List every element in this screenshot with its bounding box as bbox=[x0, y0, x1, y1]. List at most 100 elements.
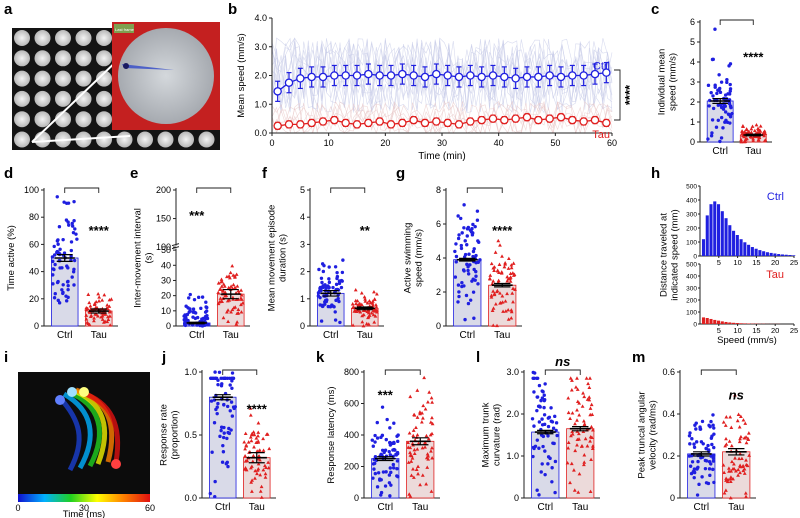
data-point bbox=[502, 264, 507, 269]
data-point bbox=[689, 471, 694, 476]
data-point bbox=[415, 388, 420, 392]
data-point bbox=[453, 249, 457, 254]
data-point bbox=[546, 434, 550, 438]
y-tick-label: 4 bbox=[690, 57, 695, 67]
data-point bbox=[243, 465, 248, 470]
well bbox=[96, 111, 112, 128]
x-tick-label: Ctrl bbox=[693, 502, 709, 513]
data-point bbox=[89, 313, 94, 317]
y-tick-label: 0.6 bbox=[662, 367, 675, 377]
data-point bbox=[239, 310, 244, 314]
data-point bbox=[317, 289, 322, 293]
data-point bbox=[750, 124, 755, 128]
y-tick-label: 0.0 bbox=[254, 128, 267, 138]
data-point bbox=[463, 239, 467, 243]
data-point bbox=[87, 322, 92, 326]
data-point bbox=[509, 308, 514, 312]
data-point bbox=[425, 452, 430, 456]
y-tick-label: 40 bbox=[161, 260, 171, 270]
data-point bbox=[537, 383, 542, 388]
data-point bbox=[503, 299, 508, 303]
data-point bbox=[375, 308, 379, 312]
data-point bbox=[243, 459, 248, 463]
y-tick-label: 4 bbox=[436, 253, 441, 263]
data-point bbox=[330, 115, 339, 125]
data-point bbox=[337, 279, 342, 283]
data-point bbox=[550, 466, 554, 470]
data-point bbox=[477, 72, 486, 82]
histogram-bar bbox=[754, 248, 758, 256]
data-point bbox=[463, 252, 468, 257]
data-point bbox=[334, 282, 339, 287]
data-point bbox=[570, 378, 574, 382]
data-point bbox=[746, 437, 751, 442]
data-point bbox=[432, 117, 441, 126]
y-tick-label: 2 bbox=[690, 97, 695, 107]
data-point bbox=[231, 282, 236, 287]
data-point bbox=[738, 414, 743, 418]
data-point bbox=[537, 420, 542, 424]
well bbox=[34, 131, 51, 148]
data-point bbox=[474, 253, 478, 258]
data-point bbox=[352, 308, 357, 313]
data-point bbox=[688, 431, 692, 435]
data-point bbox=[511, 299, 515, 304]
data-point bbox=[257, 448, 262, 452]
data-point bbox=[249, 489, 254, 493]
data-point bbox=[460, 281, 464, 285]
histogram-bar bbox=[773, 253, 777, 256]
data-point bbox=[420, 118, 430, 128]
data-point bbox=[511, 261, 516, 265]
x-tick-label: 15 bbox=[752, 326, 760, 335]
data-point bbox=[410, 456, 415, 460]
data-point bbox=[319, 319, 324, 323]
data-point bbox=[69, 254, 73, 258]
colorbar-tick-label: 30 bbox=[79, 503, 89, 513]
data-point bbox=[92, 316, 96, 320]
data-point bbox=[62, 200, 66, 204]
data-point bbox=[248, 435, 253, 439]
data-point bbox=[66, 283, 70, 288]
data-point bbox=[751, 138, 756, 143]
panel-letter-c: c bbox=[651, 1, 659, 18]
data-point bbox=[388, 453, 393, 457]
data-point bbox=[587, 397, 592, 402]
data-point bbox=[419, 420, 424, 424]
data-point bbox=[196, 295, 201, 300]
data-point bbox=[227, 426, 231, 431]
data-point bbox=[72, 199, 76, 204]
data-point bbox=[338, 320, 342, 325]
data-point bbox=[566, 446, 571, 450]
data-point bbox=[411, 428, 416, 432]
panel-letter-a: a bbox=[4, 1, 13, 18]
data-point bbox=[553, 414, 557, 419]
x-tick-label: Tau bbox=[494, 330, 510, 341]
data-point bbox=[391, 466, 396, 470]
well bbox=[34, 50, 51, 67]
data-point bbox=[724, 436, 728, 441]
data-point bbox=[256, 430, 261, 434]
data-point bbox=[714, 125, 719, 129]
data-point bbox=[506, 256, 511, 261]
data-point bbox=[739, 139, 744, 144]
data-point bbox=[227, 431, 232, 436]
data-point bbox=[475, 209, 480, 213]
histogram-bar bbox=[709, 318, 713, 324]
well bbox=[157, 131, 174, 148]
well bbox=[14, 90, 30, 107]
data-point bbox=[368, 300, 373, 305]
data-point bbox=[531, 454, 535, 459]
data-point bbox=[470, 233, 475, 237]
data-point bbox=[362, 295, 367, 299]
data-point bbox=[553, 459, 558, 464]
data-point bbox=[394, 453, 398, 457]
data-point bbox=[723, 93, 728, 97]
well bbox=[34, 30, 51, 46]
data-point bbox=[392, 447, 396, 452]
data-point bbox=[588, 376, 592, 380]
data-point bbox=[52, 267, 56, 272]
data-point bbox=[223, 294, 228, 298]
data-point bbox=[226, 285, 231, 290]
x-tick-label: Tau bbox=[728, 502, 744, 513]
data-point bbox=[388, 440, 392, 445]
